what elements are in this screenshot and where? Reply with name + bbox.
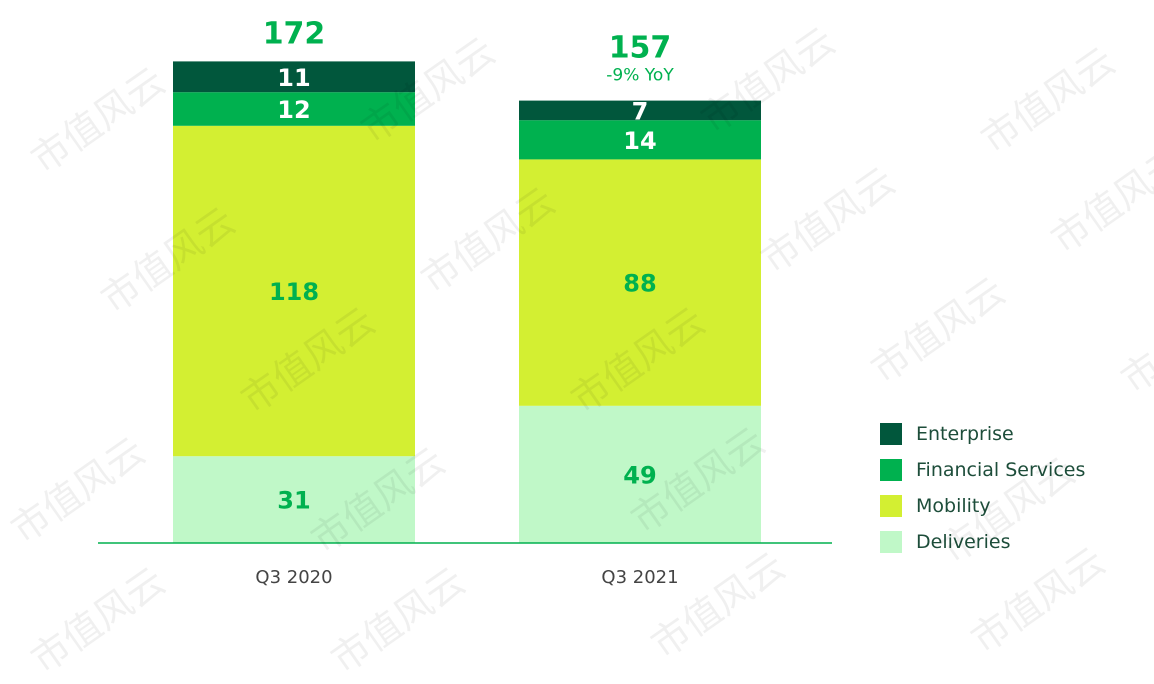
- legend-swatch: [880, 459, 902, 481]
- bar-segment: [519, 100, 761, 121]
- legend-item: Enterprise: [880, 416, 1085, 452]
- total-label: 172: [263, 16, 326, 51]
- legend-label: Deliveries: [916, 531, 1011, 553]
- x-tick-label: Q3 2021: [601, 567, 678, 588]
- bar-segment: [519, 159, 761, 406]
- legend: Enterprise Financial Services Mobility Deli…: [880, 416, 1085, 560]
- data-label: 88: [623, 270, 656, 298]
- legend-item: Mobility: [880, 488, 1085, 524]
- legend-label: Enterprise: [916, 423, 1014, 445]
- stacked-bar-chart: 31 118 12 11 172 Q3 2020 49 88 147 157-9% YoY Q3 2…: [98, 16, 832, 588]
- total-label: 157: [609, 31, 672, 66]
- legend-swatch: [880, 495, 902, 517]
- data-label: 31: [277, 487, 310, 515]
- data-label: 14: [623, 127, 656, 155]
- bar-segment: [173, 92, 415, 126]
- data-label: 49: [623, 461, 656, 489]
- legend-swatch: [880, 423, 902, 445]
- bar-segment: [519, 405, 761, 543]
- bar-segment: [173, 125, 415, 457]
- x-tick-label: Q3 2020: [255, 567, 332, 588]
- annotation: -9% YoY: [606, 66, 674, 86]
- bar-segment: [519, 120, 761, 160]
- data-label: 7: [632, 97, 649, 125]
- bar-segment: [173, 456, 415, 543]
- bar-segment: [173, 61, 415, 93]
- data-label: 12: [277, 96, 310, 124]
- data-label: 118: [269, 278, 319, 306]
- legend-item: Financial Services: [880, 452, 1085, 488]
- legend-item: Deliveries: [880, 524, 1085, 560]
- legend-label: Mobility: [916, 495, 991, 517]
- legend-swatch: [880, 531, 902, 553]
- data-label: 11: [277, 64, 310, 92]
- legend-label: Financial Services: [916, 459, 1086, 481]
